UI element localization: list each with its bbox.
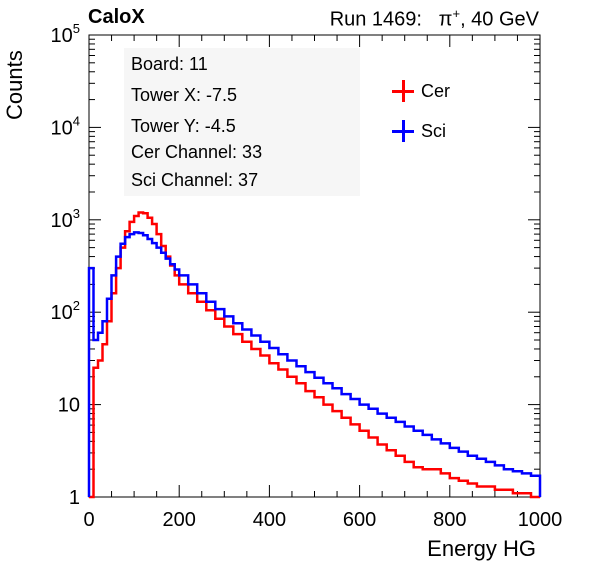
- x-tick-label: 600: [343, 509, 376, 531]
- y-tick-label: 105: [51, 21, 80, 47]
- legend-item-sci: Sci: [385, 120, 505, 144]
- particle-symbol: π: [438, 8, 453, 31]
- series-layer: [87, 211, 542, 499]
- info-box: [124, 48, 360, 196]
- series-sci-line: [87, 231, 542, 497]
- y-tick-label: 103: [51, 206, 80, 232]
- axis-ticks: [88, 34, 541, 498]
- info-board: Board: 11: [131, 54, 208, 74]
- legend-item-cer: Cer: [385, 80, 505, 104]
- tick-labels: 0 200 400 600 800 1000 1 10 102 103 104 105: [51, 21, 563, 531]
- series-cer-line: [89, 211, 540, 499]
- info-tower-x: Tower X: -7.5: [131, 85, 238, 105]
- x-tick-label: 200: [163, 509, 196, 531]
- info-cer-channel: Cer Channel: 33: [131, 142, 263, 162]
- info-sci-channel: Sci Channel: 37: [131, 170, 259, 190]
- y-axis-label: Counts: [2, 50, 27, 120]
- beam-energy: , 40 GeV: [460, 8, 539, 31]
- x-tick-label: 400: [253, 509, 286, 531]
- y-tick-label: 10: [58, 395, 80, 417]
- y-tick-label: 102: [51, 298, 80, 324]
- legend-label-sci: Sci: [421, 121, 447, 141]
- x-tick-label: 800: [433, 509, 466, 531]
- legend: Cer Sci: [385, 74, 505, 146]
- legend-label-cer: Cer: [421, 81, 451, 101]
- legend-marker-sci: [392, 120, 414, 142]
- x-tick-label: 1000: [518, 509, 563, 531]
- x-tick-label: 0: [83, 509, 94, 531]
- x-axis-label: Energy HG: [427, 536, 536, 561]
- y-tick-label: 1: [69, 487, 80, 509]
- run-prefix: Run 1469:: [329, 8, 422, 31]
- info-tower-y: Tower Y: -4.5: [131, 116, 236, 136]
- legend-marker-cer: [392, 80, 414, 102]
- y-tick-label: 104: [51, 113, 80, 139]
- particle-charge: +: [452, 6, 461, 21]
- run-label: Run 1469: π+, 40 GeV: [330, 6, 539, 32]
- experiment-label: CaloX: [88, 6, 145, 28]
